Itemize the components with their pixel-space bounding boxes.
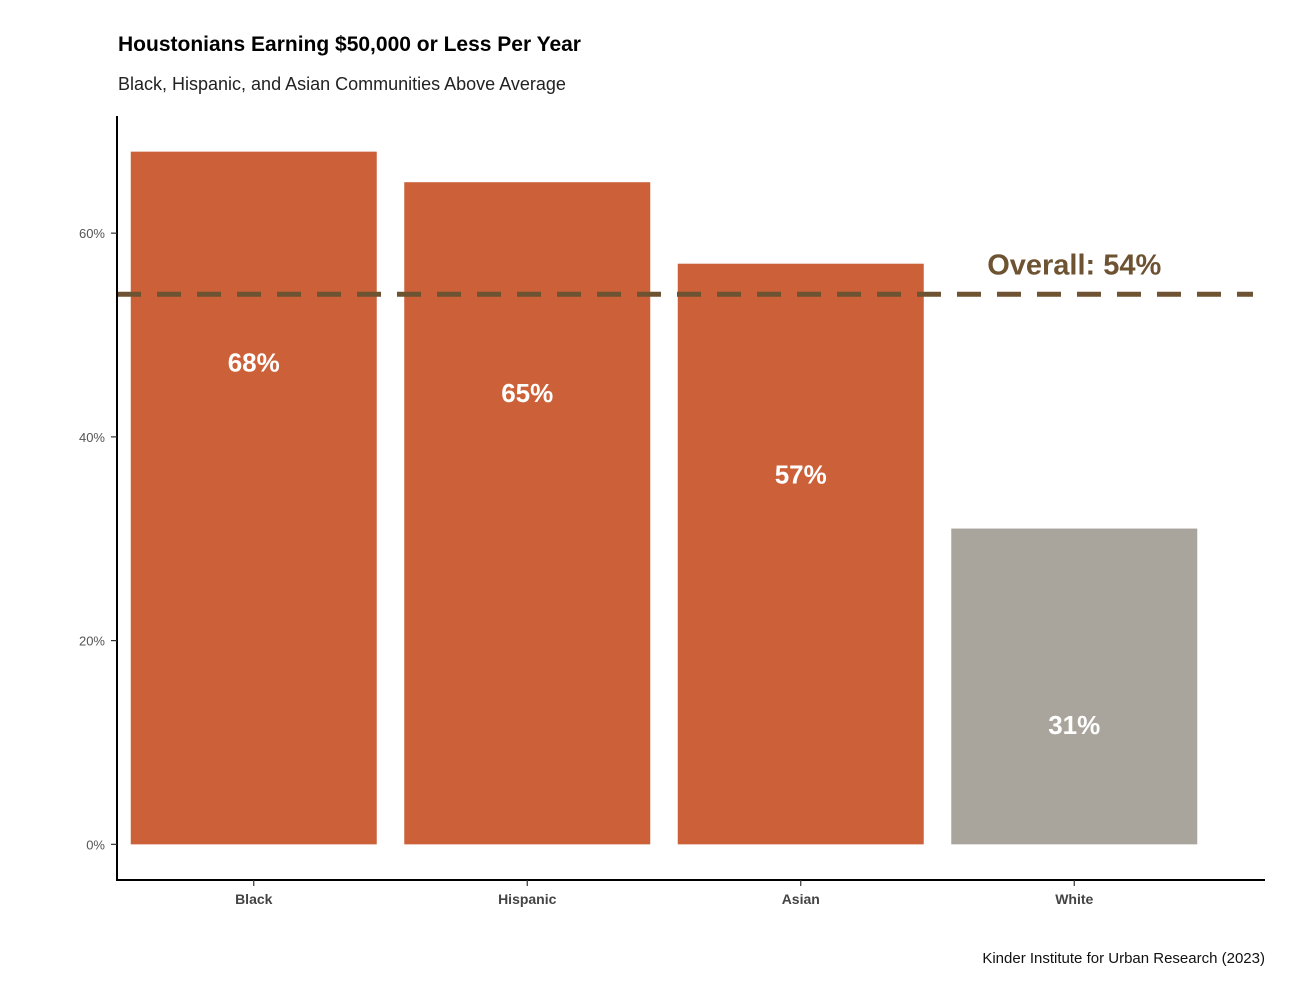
y-tick-label: 20% [79, 634, 105, 649]
bar-value-label-black: 68% [228, 348, 280, 378]
x-tick-label-hispanic: Hispanic [498, 891, 557, 907]
chart-caption: Kinder Institute for Urban Research (202… [982, 950, 1265, 967]
bar-black [130, 151, 377, 845]
y-tick-label: 60% [79, 226, 105, 241]
overall-reference-label: Overall: 54% [987, 249, 1161, 281]
bar-value-label-hispanic: 65% [501, 378, 553, 408]
bar-white [951, 528, 1198, 845]
chart-subtitle: Black, Hispanic, and Asian Communities A… [118, 74, 566, 94]
x-tick-label-black: Black [235, 891, 273, 907]
bar-value-label-asian: 57% [775, 460, 827, 490]
x-tick-label-white: White [1055, 891, 1093, 907]
y-tick-label: 40% [79, 430, 105, 445]
bar-asian [677, 263, 924, 845]
axes-layer: 0% 20% 40% 60% Black Hispanic Asian White [79, 116, 1265, 907]
chart-title: Houstonians Earning $50,000 or Less Per … [118, 33, 581, 56]
bar-value-label-white: 31% [1048, 710, 1100, 740]
x-tick-label-asian: Asian [782, 891, 820, 907]
bar-hispanic [404, 182, 651, 845]
bar-labels-layer: Overall: 54% 68% 65% 57% 31% [228, 249, 1162, 740]
y-tick-label: 0% [86, 837, 105, 852]
bars-layer [130, 151, 1198, 845]
